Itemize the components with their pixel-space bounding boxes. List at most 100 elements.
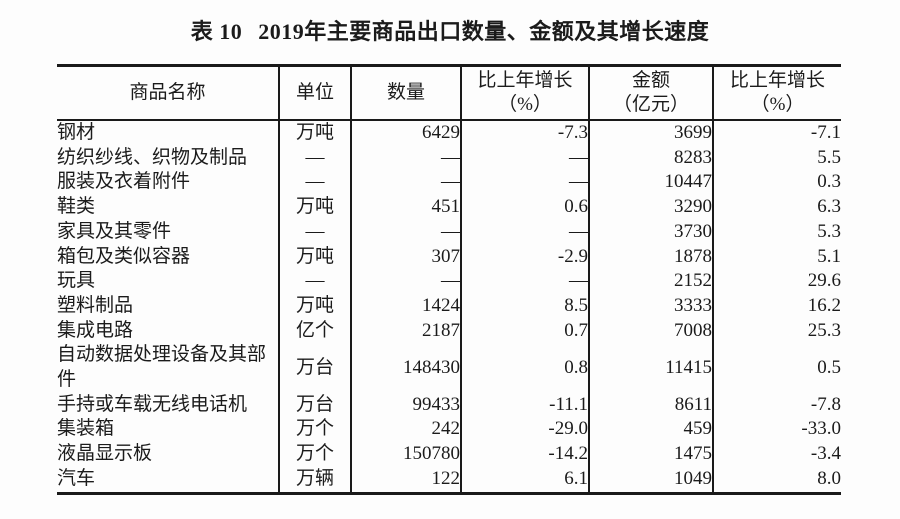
- col-header-label: 金额: [631, 70, 670, 91]
- commodity-name-cell: 液晶显示板: [57, 443, 153, 465]
- commodity-name-cell: 钢材: [57, 122, 96, 143]
- quantity-growth-cell: -11.1: [460, 392, 589, 418]
- amount-growth-cell: 6.3: [712, 195, 841, 220]
- amount-growth-cell: -7.1: [712, 120, 841, 146]
- quantity-cell: 148430: [350, 343, 461, 393]
- amount-cell: 3333: [588, 293, 713, 319]
- col-header-label: 商品名称: [129, 82, 206, 103]
- quantity-growth-cell: 8.5: [460, 293, 589, 319]
- quantity-growth-cell: 0.8: [460, 343, 589, 393]
- unit-cell: 万辆: [278, 466, 351, 494]
- quantity-growth-cell: -29.0: [460, 417, 589, 443]
- table-title-text: 2019年主要商品出口数量、金额及其增长速度: [258, 19, 710, 44]
- header-row: 商品名称 单位 数量 比上年增长 （%） 金额 （亿元） 比上年增长 （%）: [57, 65, 841, 121]
- unit-cell: 万吨: [278, 195, 351, 220]
- commodity-name-cell: 集装箱: [57, 418, 115, 440]
- commodity-name-cell: 玩具: [57, 270, 96, 292]
- table-row: 玩具 — — —2152 29.6: [57, 269, 841, 294]
- amount-cell: 3730: [588, 219, 713, 245]
- col-header-sublabel: （%）: [750, 94, 805, 115]
- unit-cell: 万台: [278, 343, 351, 393]
- quantity-growth-cell: 0.7: [460, 318, 589, 344]
- quantity-cell: —: [350, 219, 461, 245]
- commodity-name-cell: 集成电路: [57, 319, 134, 341]
- quantity-cell: —: [350, 269, 461, 294]
- amount-growth-cell: 5.1: [712, 244, 841, 270]
- table-row: 集成电路 亿个 2187 0.7 7008 25.3: [57, 318, 841, 344]
- table-row: 服装及衣着附件 — — —10447 0.3: [57, 170, 841, 196]
- commodity-name-cell: 汽车: [57, 467, 96, 489]
- unit-cell: 万吨: [278, 120, 351, 146]
- amount-cell: 3699: [588, 120, 713, 146]
- unit-cell: 万个: [278, 442, 351, 467]
- amount-growth-cell: -7.8: [712, 392, 841, 418]
- unit-cell: 亿个: [278, 318, 351, 344]
- quantity-growth-cell: —: [460, 170, 589, 196]
- col-header-label: 数量: [386, 82, 425, 103]
- commodity-name-cell: 鞋类: [57, 196, 96, 218]
- col-header-commodity-name: 商品名称: [57, 65, 279, 121]
- table-row: 汽车 万辆 122 6.1 1049 8.0: [57, 466, 841, 494]
- commodity-name-cell: 塑料制品: [57, 294, 134, 316]
- unit-cell: 万吨: [278, 293, 351, 319]
- unit-cell: 万吨: [278, 244, 351, 270]
- amount-cell: 459: [588, 417, 713, 443]
- amount-cell: 8611: [588, 392, 713, 418]
- amount-growth-cell: 5.3: [712, 219, 841, 245]
- quantity-cell: 2187: [350, 318, 461, 344]
- quantity-cell: 122: [350, 466, 461, 494]
- quantity-growth-cell: —: [460, 269, 589, 294]
- commodity-name-cell: 自动数据处理设备及其部件: [57, 344, 267, 391]
- quantity-cell: 99433: [350, 392, 461, 418]
- table-row: 鞋类 万吨 451 0.6 3290 6.3: [57, 195, 841, 220]
- quantity-cell: 6429: [350, 120, 461, 146]
- quantity-cell: 1424: [350, 293, 461, 319]
- table-index-label: 表 10: [190, 19, 243, 44]
- commodity-name-cell: 家具及其零件: [57, 220, 172, 242]
- amount-cell: 1878: [588, 244, 713, 270]
- quantity-cell: —: [350, 170, 461, 196]
- commodity-name-cell: 手持或车载无线电话机: [57, 393, 248, 415]
- table-row: 液晶显示板 万个 150780 -14.2 1475 -3.4: [57, 442, 841, 467]
- amount-cell: 1475: [588, 442, 713, 467]
- quantity-cell: 150780: [350, 442, 461, 467]
- quantity-cell: 307: [350, 244, 461, 270]
- unit-cell: 万个: [278, 417, 351, 443]
- table-row: 纺织纱线、织物及制品 — — —8283 5.5: [57, 145, 841, 171]
- commodity-name-cell: 服装及衣着附件: [57, 171, 191, 193]
- quantity-cell: —: [350, 145, 461, 171]
- col-header-sublabel: （%）: [498, 94, 552, 115]
- unit-cell: —: [278, 170, 351, 196]
- col-header-amount: 金额 （亿元）: [588, 65, 713, 121]
- amount-growth-cell: 0.3: [712, 170, 841, 196]
- amount-cell: 11415: [588, 343, 713, 393]
- amount-growth-cell: 16.2: [712, 293, 841, 319]
- col-header-unit: 单位: [278, 65, 351, 121]
- quantity-growth-cell: -14.2: [460, 442, 589, 467]
- amount-cell: 8283: [588, 145, 713, 171]
- commodity-name-cell: 纺织纱线、织物及制品: [57, 146, 248, 168]
- amount-growth-cell: -3.4: [712, 442, 841, 467]
- table-body: 钢材 万吨 6429 -7.3 3699 -7.1 纺织纱线、织物及制品 — — —8283 5.5…: [57, 120, 841, 494]
- amount-growth-cell: 5.5: [712, 145, 841, 171]
- export-commodities-table: 商品名称 单位 数量 比上年增长 （%） 金额 （亿元） 比上年增长 （%） 钢材 万吨 6429-…: [57, 64, 841, 495]
- col-header-label: 比上年增长: [729, 70, 825, 91]
- table-row: 箱包及类似容器 万吨 307 -2.9 1878 5.1: [57, 244, 841, 270]
- col-header-label: 单位: [295, 82, 334, 103]
- col-header-quantity-growth: 比上年增长 （%）: [460, 65, 589, 121]
- amount-growth-cell: 8.0: [712, 466, 841, 494]
- amount-cell: 3290: [588, 195, 713, 220]
- commodity-name-cell: 箱包及类似容器: [57, 245, 191, 267]
- amount-growth-cell: -33.0: [712, 417, 841, 443]
- quantity-cell: 242: [350, 417, 461, 443]
- col-header-label: 比上年增长: [477, 70, 573, 91]
- amount-cell: 1049: [588, 466, 713, 494]
- table-row: 自动数据处理设备及其部件 万台 148430 0.8 11415 0.5: [57, 343, 841, 393]
- quantity-growth-cell: —: [460, 145, 589, 171]
- quantity-growth-cell: 0.6: [460, 195, 589, 220]
- quantity-growth-cell: —: [460, 219, 589, 245]
- quantity-cell: 451: [350, 195, 461, 220]
- unit-cell: —: [278, 219, 351, 245]
- amount-cell: 7008: [588, 318, 713, 344]
